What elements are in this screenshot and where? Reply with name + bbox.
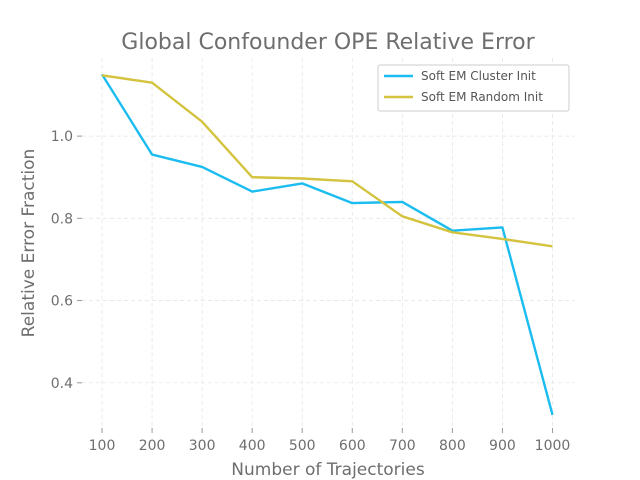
series-line-2 bbox=[101, 74, 553, 248]
legend-label: Soft EM Cluster Init bbox=[421, 69, 536, 83]
grid bbox=[82, 58, 575, 428]
x-tick-label: 200 bbox=[139, 438, 166, 454]
x-tick-label: 900 bbox=[489, 438, 516, 454]
chart-title: Global Confounder OPE Relative Error bbox=[121, 30, 535, 55]
series-lines bbox=[100, 73, 554, 416]
legend-label: Soft EM Random Init bbox=[421, 90, 543, 104]
x-axis-label: Number of Trajectories bbox=[231, 460, 425, 480]
series-line-1 bbox=[100, 73, 554, 416]
y-tick-label: 0.8 bbox=[51, 211, 73, 227]
x-axis: 100 200 300 400 500 600 700 800 900 1000 bbox=[89, 428, 571, 454]
y-axis: 0.4 0.6 0.8 1.0 bbox=[51, 129, 82, 392]
y-tick-label: 0.4 bbox=[51, 376, 73, 392]
y-tick-label: 1.0 bbox=[51, 129, 73, 145]
x-tick-label: 500 bbox=[289, 438, 316, 454]
x-tick-label: 600 bbox=[339, 438, 366, 454]
y-axis-label: Relative Error Fraction bbox=[19, 149, 39, 338]
x-tick-label: 800 bbox=[439, 438, 466, 454]
legend: Soft EM Cluster Init Soft EM Random Init bbox=[377, 64, 570, 112]
x-tick-label: 300 bbox=[189, 438, 216, 454]
x-tick-label: 100 bbox=[89, 438, 116, 454]
legend-box bbox=[377, 64, 570, 112]
y-tick-label: 0.6 bbox=[51, 294, 73, 310]
x-tick-label: 700 bbox=[389, 438, 416, 454]
x-tick-label: 400 bbox=[239, 438, 266, 454]
x-tick-label: 1000 bbox=[535, 438, 571, 454]
